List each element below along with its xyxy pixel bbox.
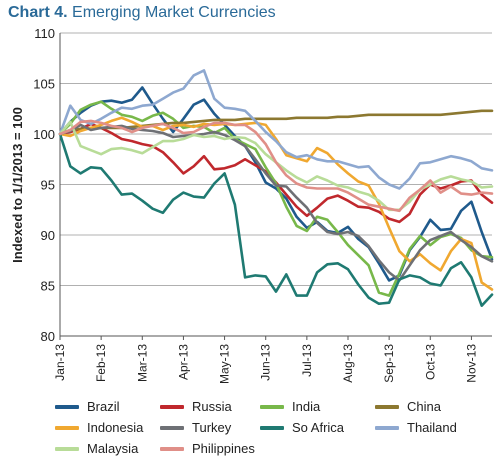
x-tick-label: Nov-13 <box>464 344 478 383</box>
legend-item-russia: Russia <box>160 399 232 414</box>
y-tick-label: 105 <box>33 77 55 92</box>
legend-item-philippines: Philippines <box>160 441 255 456</box>
chart-title-number: Chart 4. <box>8 4 68 21</box>
y-tick-label: 85 <box>41 279 55 294</box>
x-tick-label: Jan-13 <box>53 344 67 381</box>
legend-item-india: India <box>260 399 320 414</box>
legend-swatch <box>375 404 399 409</box>
x-tick-label: Aug-13 <box>341 344 355 383</box>
legend-label: Russia <box>192 399 232 414</box>
y-tick-label: 80 <box>41 329 55 344</box>
legend-item-so-africa: So Africa <box>260 420 344 435</box>
x-tick-label: Jun-13 <box>259 344 273 381</box>
y-tick-label: 100 <box>33 127 55 142</box>
x-tick-label: May-13 <box>218 344 232 384</box>
legend-label: China <box>407 399 441 414</box>
chart-title-text: Emerging Market Currencies <box>72 4 276 21</box>
legend-swatch <box>160 446 184 451</box>
series-line-india <box>58 100 494 297</box>
legend-swatch <box>160 404 184 409</box>
legend-label: Philippines <box>192 441 255 456</box>
legend-item-malaysia: Malaysia <box>55 441 138 456</box>
legend-swatch <box>160 425 184 430</box>
legend-item-china: China <box>375 399 441 414</box>
y-tick-label: 90 <box>41 228 55 243</box>
legend-item-thailand: Thailand <box>375 420 457 435</box>
legend-item-indonesia: Indonesia <box>55 420 143 435</box>
legend-swatch <box>55 425 79 430</box>
series-lines <box>58 69 494 308</box>
x-tick-label: Feb-13 <box>94 344 108 382</box>
legend-label: India <box>292 399 321 414</box>
y-tick-label: 110 <box>34 26 55 41</box>
series-line-philippines <box>58 119 494 213</box>
axes: 80 85 90 95 100 105 110 Jan-13 Feb-13 Mar-13 Apr-1… <box>33 26 492 384</box>
series-line-indonesia <box>58 116 494 291</box>
series-line-so-africa <box>58 132 494 308</box>
legend-swatch <box>375 425 399 430</box>
legend-label: Turkey <box>192 420 232 435</box>
chart-title: Chart 4. Emerging Market Currencies <box>8 4 276 22</box>
x-tick-label: Jul-13 <box>300 344 314 377</box>
legend-swatch <box>55 404 79 409</box>
x-tick-label: Sep-13 <box>382 344 396 383</box>
x-tick-label: Apr-13 <box>176 344 190 380</box>
y-tick-label: 95 <box>41 178 55 193</box>
series-line-malaysia <box>58 120 494 212</box>
legend-label: Indonesia <box>87 420 144 435</box>
legend-label: Brazil <box>87 399 120 414</box>
legend-item-turkey: Turkey <box>160 420 231 435</box>
legend-label: So Africa <box>292 420 345 435</box>
y-axis-label: Indexed to 1/1/2013 = 100 <box>10 107 25 263</box>
legend-label: Malaysia <box>87 441 139 456</box>
x-tick-label: Oct-13 <box>423 344 437 380</box>
x-tick-label: Mar-13 <box>135 344 149 382</box>
legend-label: Thailand <box>407 420 457 435</box>
legend-swatch <box>55 446 79 451</box>
series-line-thailand <box>58 69 494 190</box>
legend-swatch <box>260 404 284 409</box>
series-line-china <box>58 109 494 136</box>
legend-swatch <box>260 425 284 430</box>
legend-item-brazil: Brazil <box>55 399 120 414</box>
series-line-turkey <box>58 123 494 282</box>
